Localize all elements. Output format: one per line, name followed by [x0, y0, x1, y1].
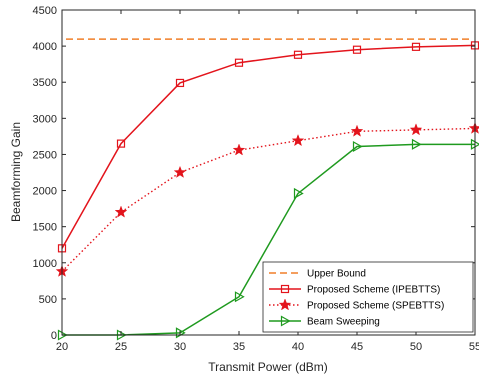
data-point [232, 143, 246, 156]
data-point [173, 165, 187, 178]
data-point [350, 124, 364, 137]
y-tick-label: 4000 [33, 41, 57, 53]
data-point [352, 45, 362, 54]
axes-layer: 20 25 30 35 40 45 50 55 0 500 1000 1500 2000 2500 3000… [33, 5, 479, 353]
legend-label: Upper Bound [307, 269, 366, 280]
y-tick-label: 1500 [33, 222, 57, 234]
legend-item: Proposed Scheme (IPEBTTS) [269, 285, 440, 296]
x-tick-label: 50 [410, 341, 422, 353]
x-tick-label: 45 [351, 341, 363, 353]
y-tick-label: 0 [51, 330, 57, 342]
legend-marker [278, 298, 292, 311]
legend-label: Proposed Scheme (SPEBTTS) [307, 301, 444, 312]
data-point [293, 50, 303, 59]
y-tick-label: 500 [39, 294, 57, 306]
data-point [411, 42, 421, 51]
legend-marker [280, 284, 290, 294]
x-tick-label: 25 [115, 341, 127, 353]
series-1 [57, 41, 479, 253]
y-tick-label: 2000 [33, 186, 57, 198]
data-point [116, 139, 126, 148]
y-tick-label: 3500 [33, 77, 57, 89]
data-point [234, 58, 244, 67]
legend-item: Proposed Scheme (SPEBTTS) [269, 298, 444, 312]
data-point [175, 78, 185, 88]
data-point [291, 133, 305, 147]
legend-marker [280, 315, 291, 327]
data-point [409, 123, 423, 136]
series-line [61, 44, 476, 249]
x-tick-label: 40 [292, 341, 304, 353]
legend-label: Proposed Scheme (IPEBTTS) [307, 285, 440, 296]
x-tick-label: 55 [469, 341, 479, 353]
y-tick-label: 3000 [33, 113, 57, 125]
x-tick-label: 35 [233, 341, 245, 353]
data-point [293, 187, 304, 199]
plot-frame [61, 9, 476, 336]
y-tick-label: 1000 [33, 258, 57, 270]
legend: Upper Bound Proposed Scheme (IPEBTTS) Prop… [262, 261, 474, 333]
data-point [352, 140, 363, 153]
y-tick-label: 4500 [33, 5, 57, 17]
legend-item: Upper Bound [269, 269, 366, 280]
data-point [411, 138, 422, 150]
x-axis-label: Transmit Power (dBm) [208, 360, 328, 374]
data-point [114, 205, 128, 218]
y-axis-label: Beamforming Gain [9, 122, 23, 222]
x-tick-label: 30 [174, 341, 186, 353]
legend-item: Beam Sweeping [269, 315, 380, 328]
legend-label: Beam Sweeping [307, 317, 380, 328]
x-tick-label: 20 [56, 341, 68, 353]
y-tick-label: 2500 [33, 149, 57, 161]
data-point [234, 291, 245, 303]
